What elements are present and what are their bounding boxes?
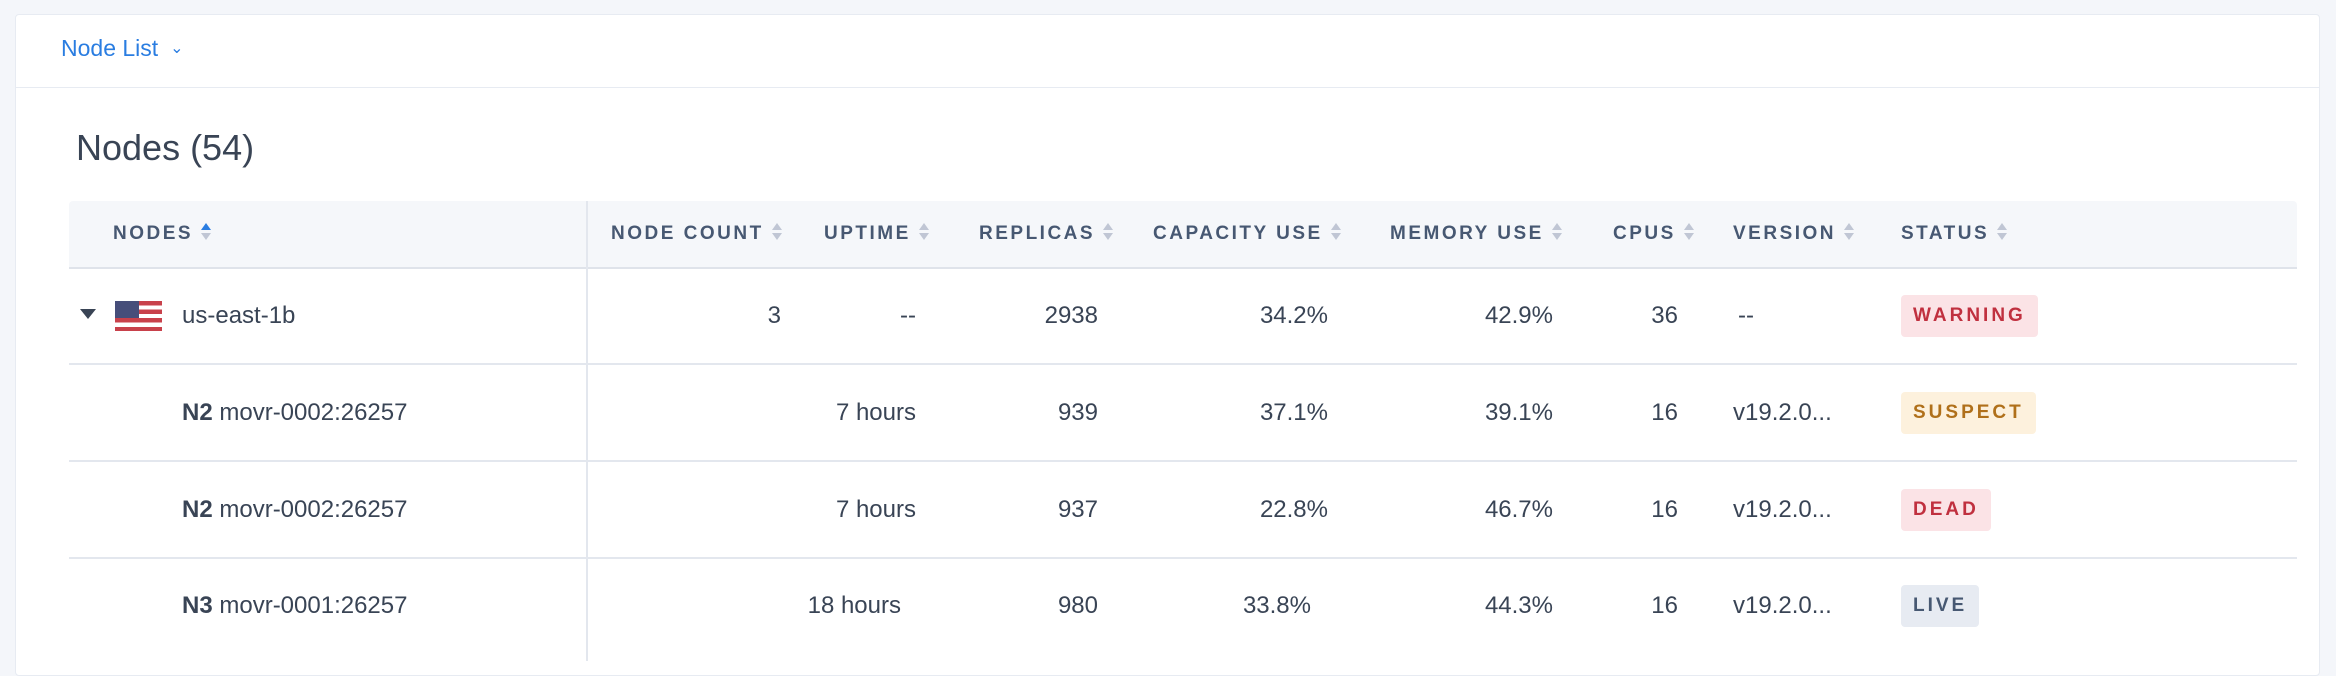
sort-icon[interactable] bbox=[201, 222, 212, 242]
column-label: CAPACITY USE bbox=[1153, 223, 1323, 244]
column-label: NODES bbox=[113, 223, 194, 244]
expand-caret-icon[interactable] bbox=[80, 309, 96, 319]
column-header-status[interactable]: STATUS bbox=[1901, 222, 2008, 245]
node-id: N2 bbox=[182, 496, 213, 523]
memory-use: 39.1% bbox=[1484, 399, 1553, 426]
row-divider bbox=[69, 363, 2297, 365]
memory-use: 44.3% bbox=[1484, 592, 1553, 619]
column-label: REPLICAS bbox=[979, 223, 1096, 244]
capacity-use: 33.8% bbox=[1242, 592, 1311, 619]
uptime: 7 hours bbox=[835, 496, 916, 523]
sort-icon[interactable] bbox=[1103, 222, 1114, 242]
column-label: VERSION bbox=[1733, 223, 1837, 244]
replicas: 937 bbox=[1057, 496, 1098, 523]
status-badge: WARNING bbox=[1901, 295, 2038, 337]
us-flag-icon bbox=[115, 301, 162, 331]
column-header-capacity-use[interactable]: CAPACITY USE bbox=[1153, 222, 1341, 245]
version: v19.2.0... bbox=[1733, 399, 1832, 426]
node-count: 3 bbox=[767, 302, 781, 329]
cpus: 16 bbox=[1651, 496, 1678, 523]
memory-use: 42.9% bbox=[1484, 302, 1553, 329]
column-label: UPTIME bbox=[824, 223, 911, 244]
card-header: Node List ⌄ bbox=[16, 15, 2319, 88]
memory-use: 46.7% bbox=[1484, 496, 1553, 523]
uptime: 7 hours bbox=[835, 399, 916, 426]
uptime: -- bbox=[900, 302, 916, 329]
sort-icon[interactable] bbox=[1997, 222, 2008, 242]
sort-icon[interactable] bbox=[918, 222, 929, 242]
node-address: movr-0002:26257 bbox=[212, 399, 408, 426]
node-address: movr-0001:26257 bbox=[212, 592, 408, 619]
status-badge: DEAD bbox=[1901, 489, 1991, 531]
sort-icon[interactable] bbox=[1330, 222, 1341, 242]
node-address: movr-0002:26257 bbox=[212, 496, 408, 523]
status-badge: LIVE bbox=[1901, 585, 1980, 627]
node-list-dropdown-label: Node List bbox=[61, 35, 159, 61]
column-header-version[interactable]: VERSION bbox=[1733, 222, 1855, 245]
sort-icon[interactable] bbox=[1683, 222, 1694, 242]
version: v19.2.0... bbox=[1733, 592, 1832, 619]
cpus: 16 bbox=[1651, 592, 1678, 619]
column-header-memory-use[interactable]: MEMORY USE bbox=[1390, 222, 1562, 245]
column-header-nodes[interactable]: NODES bbox=[113, 222, 212, 245]
sort-icon[interactable] bbox=[1844, 222, 1855, 242]
status-badge: SUSPECT bbox=[1901, 392, 2036, 434]
node-name[interactable]: N3 movr-0001:26257 bbox=[182, 592, 407, 620]
cpus: 16 bbox=[1651, 399, 1678, 426]
region-name[interactable]: us-east-1b bbox=[182, 302, 296, 329]
sort-icon[interactable] bbox=[1551, 222, 1562, 242]
capacity-use: 22.8% bbox=[1259, 496, 1328, 523]
table-header bbox=[69, 201, 2297, 269]
sort-icon[interactable] bbox=[771, 222, 782, 242]
version: v19.2.0... bbox=[1733, 496, 1832, 523]
column-label: STATUS bbox=[1901, 223, 1990, 244]
capacity-use: 37.1% bbox=[1259, 399, 1328, 426]
node-name[interactable]: N2 movr-0002:26257 bbox=[182, 496, 407, 524]
scrollbar[interactable] bbox=[2322, 0, 2336, 654]
chevron-down-icon: ⌄ bbox=[170, 40, 184, 57]
column-header-uptime[interactable]: UPTIME bbox=[824, 222, 929, 245]
uptime: 18 hours bbox=[807, 592, 901, 619]
node-id: N3 bbox=[182, 592, 213, 619]
column-header-cpus[interactable]: CPUS bbox=[1613, 222, 1694, 245]
node-id: N2 bbox=[182, 399, 213, 426]
version: -- bbox=[1738, 302, 1754, 329]
page-title: Nodes (54) bbox=[76, 127, 255, 168]
replicas: 980 bbox=[1057, 592, 1098, 619]
column-label: CPUS bbox=[1613, 223, 1676, 244]
column-label: MEMORY USE bbox=[1390, 223, 1544, 244]
node-name[interactable]: N2 movr-0002:26257 bbox=[182, 399, 407, 427]
cpus: 36 bbox=[1651, 302, 1678, 329]
row-divider bbox=[69, 460, 2297, 462]
capacity-use: 34.2% bbox=[1259, 302, 1328, 329]
replicas: 939 bbox=[1057, 399, 1098, 426]
row-divider bbox=[69, 557, 2297, 559]
node-list-card: Node List ⌄ Nodes (54) bbox=[15, 14, 2320, 676]
flag-canton bbox=[115, 301, 139, 318]
column-divider bbox=[586, 201, 588, 661]
replicas: 2938 bbox=[1044, 302, 1098, 329]
column-header-node-count[interactable]: NODE COUNT bbox=[611, 222, 782, 245]
node-list-dropdown[interactable]: Node List ⌄ bbox=[61, 35, 184, 62]
column-header-replicas[interactable]: REPLICAS bbox=[979, 222, 1114, 245]
column-label: NODE COUNT bbox=[611, 223, 764, 244]
